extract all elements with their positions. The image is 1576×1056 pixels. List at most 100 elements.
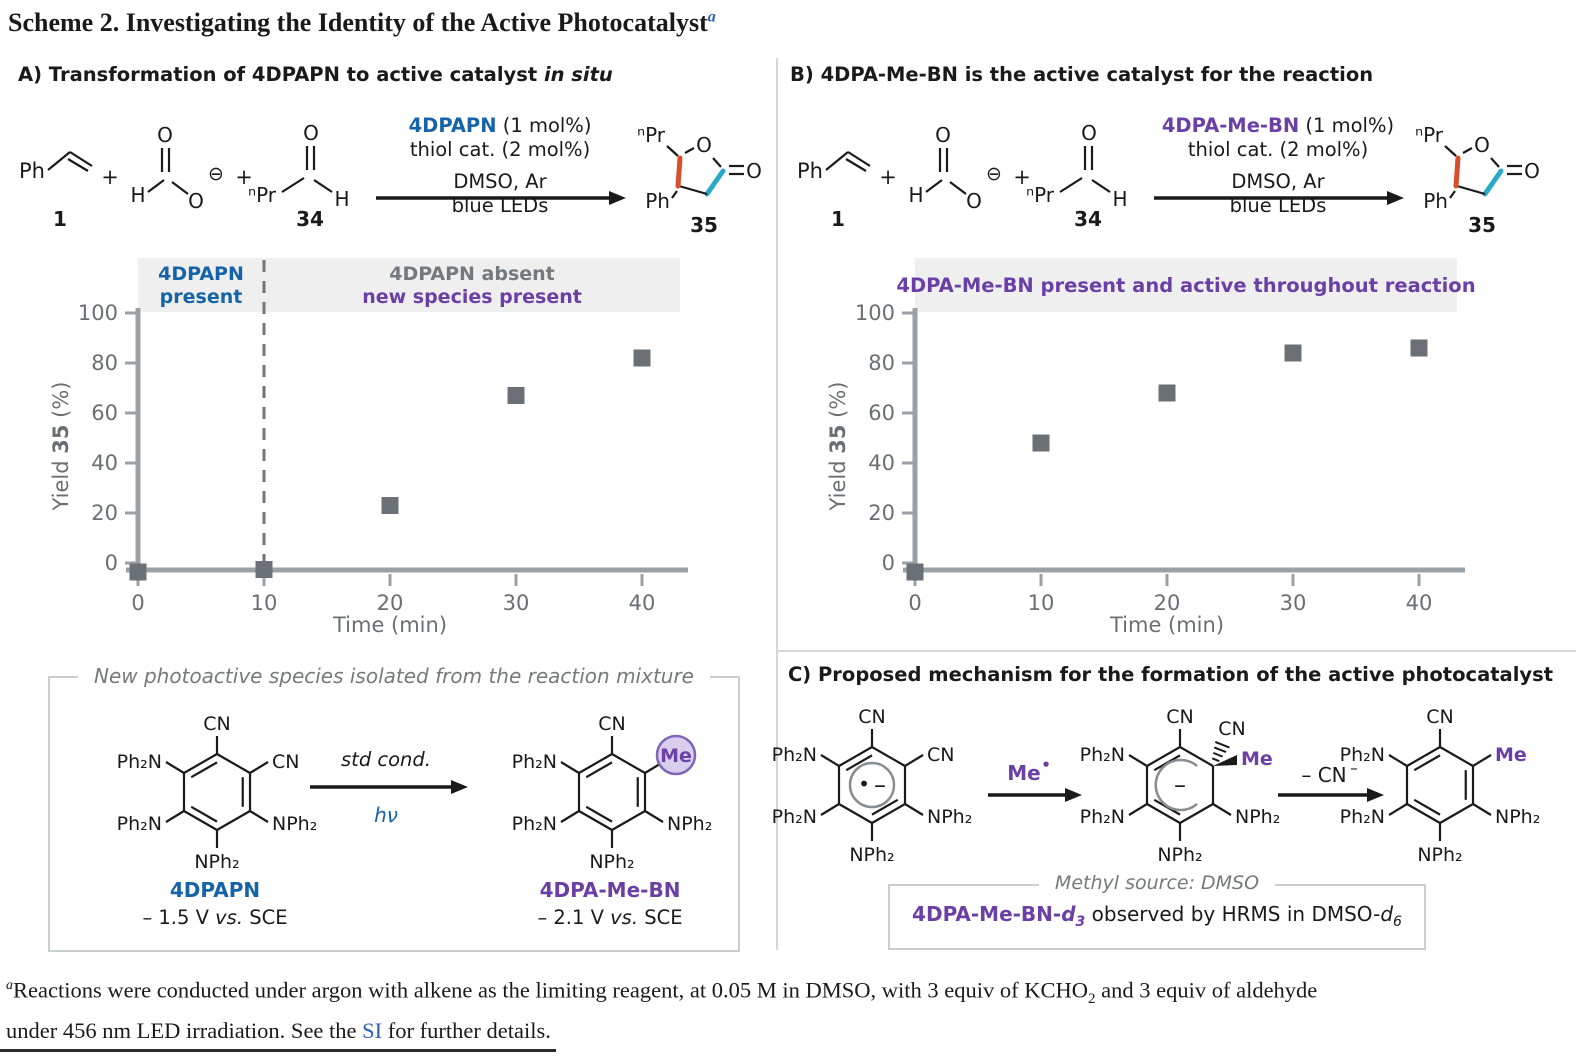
- y-axis-label: Yield 35 (%): [49, 382, 73, 512]
- x-tick-label: 10: [251, 591, 278, 615]
- annotation-band: [915, 258, 1457, 312]
- radical-dot: •: [858, 772, 870, 796]
- highlight-bond-red: [675, 155, 683, 189]
- bond: [1212, 803, 1232, 816]
- data-point: [381, 497, 399, 514]
- me-highlight-circle: [655, 734, 697, 776]
- nph2-label: NPh₂: [194, 851, 239, 873]
- dpapn-potential-value: – 1.5 V: [142, 906, 216, 929]
- me-bn-name-text: 4DPA-Me-BN: [539, 878, 681, 902]
- ph2n-label: Ph₂N: [1340, 806, 1385, 828]
- std-cond-label: std cond.: [341, 748, 431, 771]
- bond: [820, 803, 840, 816]
- ring-bond: [183, 753, 218, 774]
- cn2-label: CN: [1218, 718, 1245, 740]
- si-link[interactable]: SI: [362, 1018, 383, 1043]
- horizontal-panel-divider: [778, 650, 1576, 652]
- bond: [165, 761, 185, 774]
- double-bond: [1413, 798, 1441, 816]
- bond: [1444, 145, 1457, 157]
- ring-bond: [1439, 803, 1474, 824]
- cn-label: CN: [858, 706, 885, 728]
- annotation-left-1: 4DPAPN: [158, 263, 244, 285]
- plus-sign: +: [235, 165, 253, 189]
- double-bond: [190, 805, 218, 823]
- arrowhead: [1065, 788, 1082, 802]
- data-point: [1410, 339, 1428, 357]
- panel-a-header-text: A) Transformation of 4DPAPN to active ca…: [18, 63, 544, 86]
- new-species-box-title: New photoactive species isolated from th…: [78, 664, 710, 688]
- dmso-d6-d: d: [1380, 902, 1394, 926]
- condition-line-4: blue LEDs: [452, 194, 549, 217]
- ph2n-label: Ph₂N: [117, 813, 162, 835]
- data-point: [906, 563, 924, 581]
- product-npr-label: ⁿPr: [1415, 123, 1444, 147]
- condition-line-3: DMSO, Ar: [1231, 170, 1325, 193]
- compound-1-number: 1: [53, 207, 67, 231]
- double-bond: [585, 805, 613, 823]
- ring-bond: [1406, 803, 1441, 824]
- ring-bond: [871, 803, 906, 824]
- dpapn-sce: SCE: [243, 906, 288, 929]
- x-tick-label: 40: [1406, 591, 1433, 615]
- y-tick-label: 20: [91, 501, 118, 525]
- compound-1-number: 1: [831, 207, 845, 231]
- product-carbonyl-o: O: [1524, 159, 1540, 183]
- bond: [69, 151, 93, 167]
- dmso-d6-sub: 6: [1393, 914, 1402, 930]
- condition-line-2: thiol cat. (2 mol%): [1188, 138, 1368, 161]
- ring-bond: [1179, 803, 1214, 824]
- methyl-source-text: 4DPA-Me-BN-d3 observed by HRMS in DMSO-d…: [890, 902, 1424, 930]
- bond: [1490, 157, 1500, 168]
- bond: [684, 147, 695, 154]
- y-tick-label: 80: [868, 351, 895, 375]
- aldehyde-h: H: [1112, 187, 1127, 211]
- aldehyde-h: H: [334, 187, 349, 211]
- ring-bond: [578, 753, 613, 774]
- wedge-bond: [1213, 755, 1237, 766]
- bond: [678, 184, 708, 196]
- ring-bond: [1146, 803, 1181, 824]
- upper-right-label: CN: [272, 751, 299, 773]
- bond: [1456, 184, 1486, 196]
- minus-cn-sup: –: [1350, 759, 1358, 777]
- arrowhead: [609, 191, 626, 205]
- y-tick-label: 60: [91, 401, 118, 425]
- panel-b-yield-chart: 4DPA-Me-BN present and active throughout…: [826, 258, 1476, 637]
- y-tick-label: 100: [78, 301, 118, 325]
- cn-label: CN: [1426, 706, 1453, 728]
- panel-a-header-italic: in situ: [543, 63, 613, 86]
- me-bn-d3-d: d: [1061, 902, 1076, 926]
- bond: [1388, 754, 1408, 767]
- footnote-text-1: Reactions were conducted under argon wit…: [13, 977, 1088, 1003]
- data-point: [507, 387, 525, 404]
- bond: [825, 151, 849, 171]
- x-axis-label: Time (min): [332, 613, 447, 637]
- ph2n-label: Ph₂N: [1080, 744, 1125, 766]
- x-tick-label: 10: [1028, 591, 1055, 615]
- nph2-label: NPh₂: [1495, 806, 1540, 828]
- bond: [1472, 754, 1492, 767]
- x-tick-label: 30: [503, 591, 530, 615]
- bond: [67, 158, 89, 172]
- ring-bond: [838, 803, 873, 824]
- bond: [1472, 803, 1492, 816]
- bond: [949, 181, 967, 195]
- ph2n-label: Ph₂N: [1080, 806, 1125, 828]
- aldehyde-o: O: [303, 121, 319, 145]
- bond: [171, 181, 189, 195]
- bond: [560, 810, 580, 823]
- footnote-text-4: for further details.: [382, 1018, 551, 1043]
- y-tick-label: 0: [882, 551, 895, 575]
- me-bn-d3-sub: 3: [1075, 914, 1086, 930]
- data-point: [633, 349, 651, 367]
- ring-bond: [183, 810, 218, 831]
- me-bn-vs: vs.: [610, 906, 639, 929]
- bond: [147, 179, 165, 193]
- highlight-bond-cyan: [1482, 168, 1504, 197]
- styrene-ph-label: Ph: [19, 159, 45, 183]
- double-bond: [845, 754, 873, 772]
- bond: [47, 151, 71, 171]
- figure-title: Scheme 2. Investigating the Identity of …: [8, 8, 716, 38]
